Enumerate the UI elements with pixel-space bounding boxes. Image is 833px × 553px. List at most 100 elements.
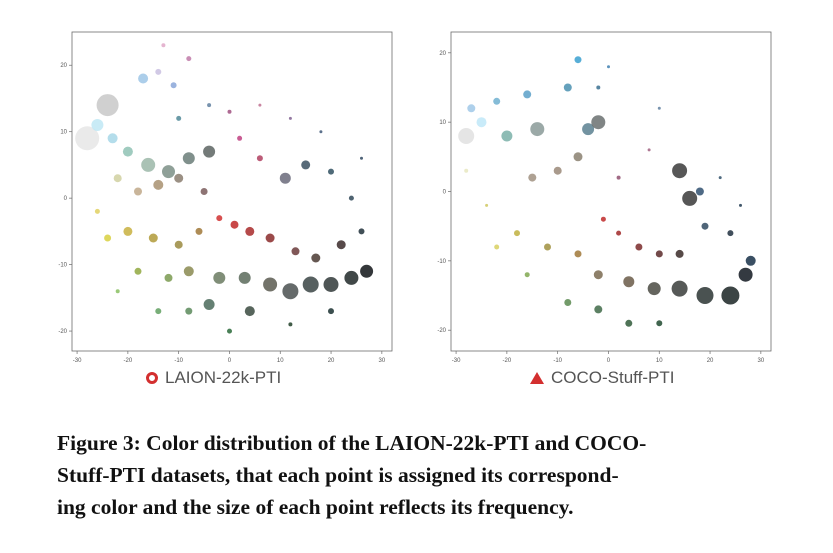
laion-point-12 — [203, 145, 216, 158]
coco-point-8 — [501, 130, 513, 142]
laion-point-16 — [153, 179, 164, 190]
laion-point-6 — [170, 82, 177, 89]
coco-point-48 — [485, 203, 489, 207]
coco-point-1 — [476, 117, 487, 128]
coco-point-27 — [593, 270, 603, 280]
laion-point-3 — [107, 133, 118, 144]
laion-point-58 — [288, 116, 292, 120]
caption-line-2: Stuff-PTI datasets, that each point is a… — [57, 463, 619, 487]
coco-xtick-label: -10 — [553, 358, 562, 364]
coco-point-23 — [675, 249, 684, 258]
laion-point-8 — [161, 43, 166, 48]
laion-point-61 — [94, 208, 100, 214]
coco-xtick-label: 30 — [757, 358, 764, 364]
laion-point-22 — [237, 135, 243, 141]
laion-point-25 — [245, 226, 255, 236]
laion-point-51 — [185, 307, 193, 315]
laion-point-55 — [207, 103, 212, 108]
laion-point-43 — [336, 240, 346, 250]
coco-point-30 — [671, 280, 688, 297]
laion-point-19 — [279, 172, 291, 184]
laion-point-4 — [138, 73, 149, 84]
coco-point-22 — [655, 250, 663, 258]
laion-point-47 — [348, 195, 354, 201]
laion-point-56 — [227, 109, 232, 114]
coco-point-13 — [528, 173, 537, 182]
coco-point-33 — [738, 267, 753, 282]
laion-point-48 — [328, 168, 334, 175]
laion-point-5 — [155, 68, 162, 75]
laion-xtick-label: 20 — [328, 358, 335, 364]
coco-point-6 — [574, 56, 582, 64]
laion-point-2 — [91, 119, 104, 131]
laion-point-27 — [123, 226, 133, 236]
coco-point-11 — [573, 152, 583, 162]
laion-point-29 — [174, 240, 183, 249]
laion-point-0 — [96, 94, 119, 117]
laion-point-34 — [183, 266, 194, 277]
laion-point-15 — [134, 187, 142, 196]
coco-xtick-label: -30 — [452, 358, 461, 364]
coco-point-47 — [739, 203, 742, 207]
laion-xtick-label: 0 — [228, 358, 232, 364]
scatter-plot-coco: -30 -20 -10 0 10 20 30 20 10 0 -10 -20 — [437, 31, 772, 364]
triangle-filled-icon — [530, 372, 544, 384]
coco-ytick-label: 20 — [439, 51, 446, 57]
coco-point-0 — [458, 128, 475, 144]
caption-line-1: Figure 3: Color distribution of the LAIO… — [57, 431, 647, 455]
coco-point-41 — [616, 175, 621, 180]
laion-point-39 — [302, 276, 319, 293]
figure-caption: Figure 3: Color distribution of the LAIO… — [57, 427, 787, 523]
laion-point-1 — [75, 126, 100, 151]
coco-point-29 — [647, 282, 661, 296]
coco-point-12 — [553, 166, 562, 175]
coco-point-14 — [672, 163, 688, 179]
coco-ytick-label: -10 — [437, 259, 446, 265]
laion-point-41 — [344, 270, 359, 285]
coco-point-18 — [727, 230, 734, 237]
laion-point-64 — [328, 308, 334, 315]
laion-point-52 — [155, 308, 162, 315]
coco-point-4 — [523, 90, 532, 99]
laion-point-17 — [174, 173, 184, 183]
laion-point-9 — [141, 157, 156, 172]
coco-point-5 — [563, 83, 572, 92]
laion-point-50 — [244, 306, 255, 317]
coco-point-20 — [616, 230, 622, 236]
laion-point-63 — [288, 322, 293, 327]
coco-ytick-label: -20 — [437, 328, 446, 334]
laion-ytick-label: 0 — [64, 196, 68, 202]
coco-point-32 — [721, 286, 740, 305]
laion-ytick-label: 20 — [60, 63, 67, 69]
coco-xtick-label: -20 — [503, 358, 512, 364]
laion-point-44 — [311, 253, 321, 263]
laion-plot-frame — [71, 31, 393, 352]
laion-point-11 — [182, 152, 195, 165]
coco-point-46 — [718, 176, 722, 180]
coco-point-37 — [625, 319, 633, 327]
coco-point-26 — [574, 250, 582, 258]
laion-point-36 — [238, 271, 251, 284]
laion-point-38 — [282, 283, 299, 300]
laion-point-31 — [104, 234, 112, 242]
coco-ytick-label: 0 — [443, 190, 447, 196]
coco-point-24 — [514, 230, 520, 237]
laion-ytick-label: -20 — [58, 329, 67, 335]
laion-point-24 — [230, 220, 239, 229]
coco-ytick-label: 10 — [439, 120, 446, 126]
laion-point-53 — [227, 328, 232, 334]
legend-label-laion: LAION-22k-PTI — [165, 368, 282, 387]
coco-xtick-label: 20 — [707, 358, 714, 364]
coco-point-16 — [695, 187, 704, 196]
laion-xtick-label: -30 — [73, 358, 82, 364]
coco-point-38 — [656, 320, 663, 327]
legend-coco: COCO-Stuff-PTI — [530, 368, 674, 388]
circle-outline-icon — [146, 372, 158, 384]
coco-point-34 — [745, 255, 756, 266]
laion-point-7 — [186, 56, 192, 62]
laion-point-30 — [195, 227, 203, 235]
laion-point-20 — [301, 160, 311, 170]
laion-point-26 — [265, 233, 275, 243]
legend-label-coco: COCO-Stuff-PTI — [551, 368, 675, 387]
coco-point-40 — [494, 244, 500, 250]
